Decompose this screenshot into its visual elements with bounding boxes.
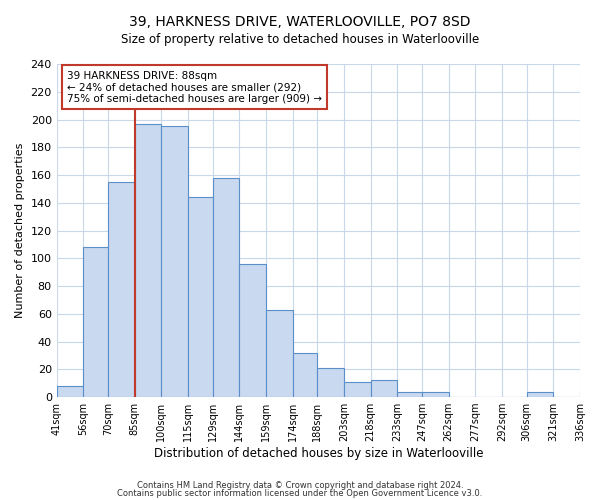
Bar	[213, 178, 239, 397]
Text: Contains HM Land Registry data © Crown copyright and database right 2024.: Contains HM Land Registry data © Crown c…	[137, 480, 463, 490]
Bar	[397, 392, 422, 397]
Text: 39, HARKNESS DRIVE, WATERLOOVILLE, PO7 8SD: 39, HARKNESS DRIVE, WATERLOOVILLE, PO7 8…	[129, 15, 471, 29]
Bar	[83, 247, 108, 397]
Bar	[580, 392, 600, 397]
Bar	[293, 352, 317, 397]
X-axis label: Distribution of detached houses by size in Waterlooville: Distribution of detached houses by size …	[154, 447, 483, 460]
Bar	[317, 368, 344, 397]
Text: Size of property relative to detached houses in Waterlooville: Size of property relative to detached ho…	[121, 32, 479, 46]
Bar	[266, 310, 293, 397]
Bar	[188, 197, 213, 397]
Bar	[371, 380, 397, 397]
Bar	[161, 126, 188, 397]
Bar	[135, 124, 161, 397]
Text: 39 HARKNESS DRIVE: 88sqm
← 24% of detached houses are smaller (292)
75% of semi-: 39 HARKNESS DRIVE: 88sqm ← 24% of detach…	[67, 70, 322, 104]
Bar	[344, 382, 371, 397]
Bar	[422, 392, 449, 397]
Text: Contains public sector information licensed under the Open Government Licence v3: Contains public sector information licen…	[118, 489, 482, 498]
Bar	[108, 182, 135, 397]
Bar	[527, 392, 553, 397]
Bar	[239, 264, 266, 397]
Bar	[56, 386, 83, 397]
Y-axis label: Number of detached properties: Number of detached properties	[15, 143, 25, 318]
